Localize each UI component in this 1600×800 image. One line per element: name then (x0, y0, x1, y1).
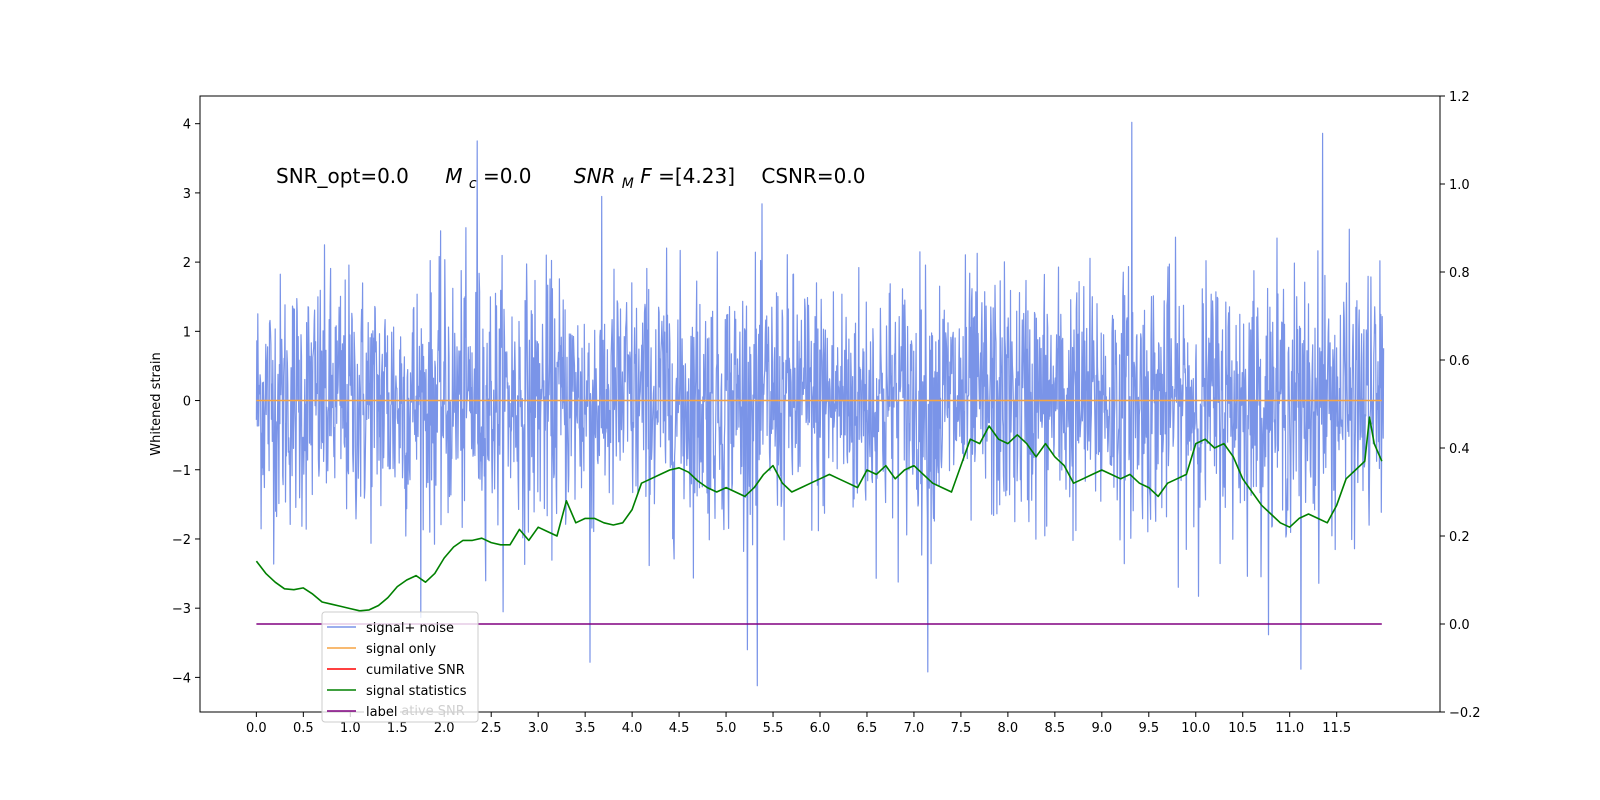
x-tick-label: 4.5 (669, 721, 690, 736)
y-tick-label: 4 (183, 118, 191, 133)
snr-mf-subscript: M (622, 176, 634, 192)
mc-value: =0.0 (483, 164, 532, 188)
snr-mf-value: =[4.23] (658, 164, 735, 188)
legend-label-bg (364, 701, 400, 717)
legend-label: signal only (366, 642, 436, 657)
y2-tick-label: 1.0 (1449, 178, 1470, 193)
legend-label: signal+ noise (366, 621, 454, 636)
x-tick-label: 5.0 (716, 721, 737, 736)
snr-mf-f: F (640, 164, 652, 188)
x-tick-label: 7.5 (951, 721, 972, 736)
snr-mf-symbol: SNR (574, 164, 616, 188)
x-tick-label: 5.5 (763, 721, 784, 736)
y-tick-label: −3 (172, 602, 191, 617)
x-tick-label: 0.0 (246, 721, 267, 736)
x-tick-label: 3.0 (528, 721, 549, 736)
y-tick-label: −4 (172, 671, 191, 686)
csnr-text: CSNR=0.0 (761, 164, 865, 188)
x-tick-label: 7.0 (904, 721, 925, 736)
y2-tick-label: −0.2 (1449, 706, 1481, 721)
series-signal-statistics (255, 416, 1383, 612)
y-tick-label: 3 (183, 187, 191, 202)
y-tick-label: 1 (183, 325, 191, 340)
x-tick-label: 0.5 (293, 721, 314, 736)
y-axis-right: 1.2 1.0 0.8 0.6 0.4 0.2 0.0 −0.2 (1440, 90, 1481, 721)
x-tick-label: 6.5 (857, 721, 878, 736)
x-tick-label: 4.0 (622, 721, 643, 736)
x-tick-label: 1.0 (340, 721, 361, 736)
y-axis-left: 4 3 2 1 0 −1 −2 −3 −4 (172, 118, 200, 686)
snr-opt-text: SNR_opt=0.0 (276, 164, 409, 188)
annotation-text: SNR_opt=0.0 M c =0.0 SNR M F =[4.23] CSN… (276, 164, 865, 193)
y-tick-label: −2 (172, 533, 191, 548)
y-tick-label: 2 (183, 256, 191, 271)
x-tick-label: 8.0 (998, 721, 1019, 736)
x-tick-label: 8.5 (1045, 721, 1066, 736)
x-tick-label: 6.0 (810, 721, 831, 736)
x-tick-label: 2.5 (481, 721, 502, 736)
series-signal-noise (255, 121, 1385, 687)
legend-box (321, 611, 479, 723)
x-tick-label: 1.5 (387, 721, 408, 736)
x-tick-label: 9.5 (1138, 721, 1159, 736)
x-tick-label: 3.5 (575, 721, 596, 736)
legend-label: label (366, 705, 397, 720)
x-tick-label: 9.0 (1091, 721, 1112, 736)
x-tick-label: 11.5 (1322, 721, 1351, 736)
x-tick-label: 11.0 (1275, 721, 1304, 736)
x-tick-label: 10.5 (1228, 721, 1257, 736)
x-axis: 0.0 0.5 1.0 1.5 2.0 2.5 3.0 3.5 4.0 4.5 5.0 5.5 6.0 6… (246, 712, 1351, 736)
y2-tick-label: 0.8 (1449, 266, 1470, 281)
y2-tick-label: 0.6 (1449, 354, 1470, 369)
y-tick-label: −1 (172, 464, 191, 479)
mc-symbol: M (445, 164, 462, 188)
y2-tick-label: 0.4 (1449, 442, 1470, 457)
y-tick-label: 0 (183, 395, 191, 410)
x-tick-label: 2.0 (434, 721, 455, 736)
y2-tick-label: 0.0 (1449, 618, 1470, 633)
mc-subscript: c (469, 176, 477, 192)
legend-label: signal statistics (366, 684, 467, 699)
y2-tick-label: 0.2 (1449, 530, 1470, 545)
y2-tick-label: 1.2 (1449, 90, 1470, 105)
x-tick-label: 10.0 (1181, 721, 1210, 736)
y-axis-label: Whitened strain (149, 352, 164, 455)
legend-label: cumilative SNR (366, 663, 465, 678)
